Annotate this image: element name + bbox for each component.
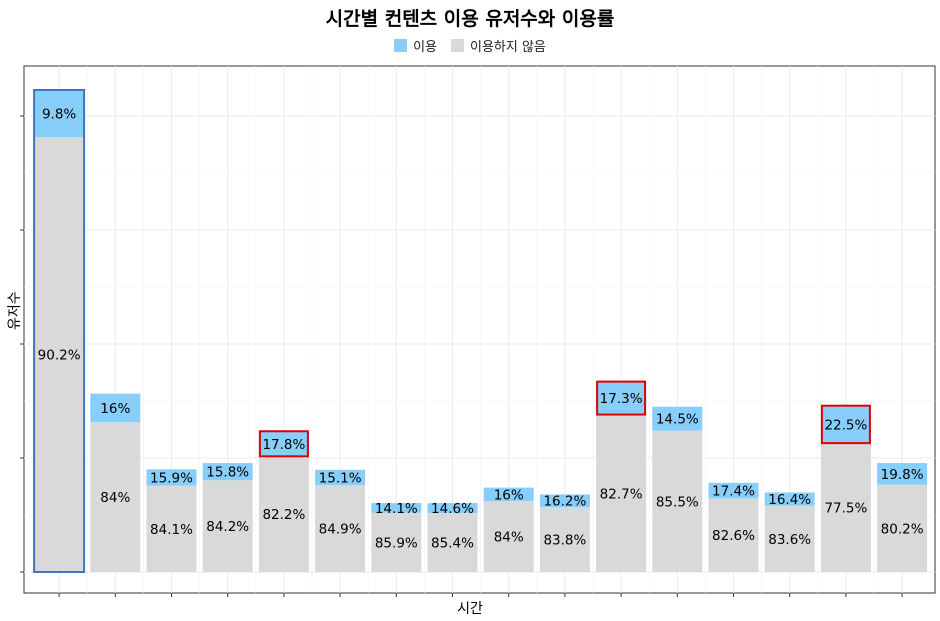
bar-segment-non-usage [315,485,366,572]
data-label-usage: 14.5% [656,412,699,428]
data-label-non-usage: 84% [494,530,524,546]
bar-segment-usage [90,393,141,423]
bar-segment-usage [483,487,534,502]
bar-segment-usage [539,494,590,507]
bar-segment-non-usage [146,485,197,572]
data-label-non-usage: 85.5% [656,494,699,510]
highlight-box-usage [820,404,871,445]
data-label-usage: 15.9% [150,470,193,486]
bar-segment-usage [427,503,478,514]
data-label-non-usage: 82.7% [600,486,643,502]
legend-swatch-usage [394,39,408,52]
bar-segment-usage [652,406,703,431]
bar-segment-usage [202,463,253,481]
data-label-usage: 17.3% [600,391,643,407]
bar-segment-non-usage [483,501,534,572]
legend-item-non-usage: 이용하지 않음 [451,36,546,55]
data-label-non-usage: 82.6% [712,528,755,544]
x-axis-label: 시간 [457,601,483,617]
data-label-non-usage: 84.1% [150,522,193,538]
data-label-non-usage: 83.8% [543,532,586,548]
data-label-non-usage: 80.2% [881,521,924,537]
y-axis-label: 유저수 [7,291,23,330]
highlight-box-usage [258,430,309,458]
bar-segment-usage [596,381,647,415]
data-label-usage: 22.5% [824,417,867,433]
data-label-usage: 16.4% [768,492,811,508]
data-label-usage: 15.1% [319,471,362,487]
legend-item-usage: 이용 [394,36,437,55]
data-label-non-usage: 85.4% [431,536,474,552]
data-label-non-usage: 84.9% [319,522,362,538]
data-label-usage: 16% [494,487,524,503]
bar-segment-usage [315,469,366,486]
data-label-usage: 14.1% [375,501,418,517]
legend-label-non-usage: 이용하지 않음 [470,40,546,55]
bar-segment-non-usage [427,513,478,572]
data-label-usage: 9.8% [42,107,76,123]
bar-segment-usage [146,469,197,486]
data-label-usage: 16.2% [543,494,586,510]
bar-segment-non-usage [371,512,422,572]
legend-label-usage: 이용 [413,40,437,55]
bar-segment-usage [877,463,928,485]
data-label-non-usage: 77.5% [824,501,867,517]
data-label-non-usage: 82.2% [262,507,305,523]
bar-segment-non-usage [596,414,647,572]
bar-segment-usage [708,482,759,499]
chart-title: 시간별 컨텐츠 이용 유저수와 이용률 [325,8,615,30]
bar-segment-usage [258,431,309,457]
data-label-usage: 17.4% [712,484,755,500]
data-label-usage: 19.8% [881,467,924,483]
legend: 이용 이용하지 않음 [0,36,940,55]
bar-segment-non-usage [877,484,928,572]
bar-segment-non-usage [202,480,253,572]
highlight-box-usage [596,380,647,416]
bar-segment-usage [34,90,85,138]
bar-segment-usage [371,503,422,513]
data-label-usage: 16% [100,401,130,417]
bar-segment-non-usage [708,498,759,572]
data-label-non-usage: 90.2% [38,348,81,364]
bar-segment-non-usage [34,137,85,572]
bar-segment-non-usage [764,505,815,572]
bar-segment-non-usage [820,443,871,572]
data-label-usage: 14.6% [431,501,474,517]
bar-segment-non-usage [539,506,590,572]
highlight-box-total [33,89,86,573]
legend-swatch-non-usage [451,39,464,52]
data-label-non-usage: 83.6% [768,532,811,548]
bar-segment-non-usage [90,422,141,572]
bar-segment-non-usage [258,456,309,572]
data-label-non-usage: 84% [100,490,130,506]
data-label-non-usage: 84.2% [206,519,249,535]
bar-segment-usage [764,492,815,506]
data-label-usage: 15.8% [206,465,249,481]
data-label-non-usage: 85.9% [375,535,418,551]
bar-segment-usage [820,405,871,444]
bar-segment-non-usage [652,430,703,572]
data-label-usage: 17.8% [262,437,305,453]
